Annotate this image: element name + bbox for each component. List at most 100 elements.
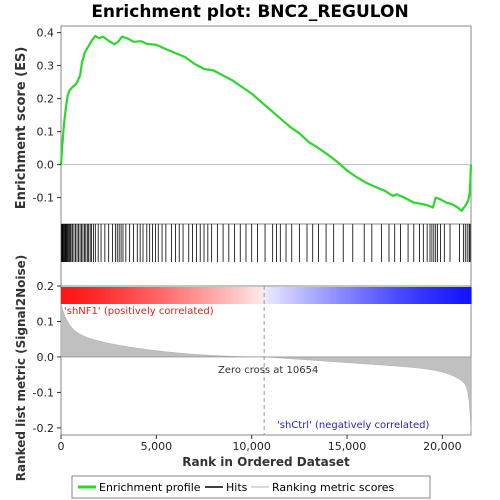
rank-bar-segment	[189, 287, 194, 304]
rank-bar-segment	[421, 287, 425, 304]
rank-bar-segment	[113, 287, 118, 304]
rank-bar-segment	[465, 287, 469, 304]
rank-bar-segment	[286, 287, 291, 304]
x-tick-label: 10,000	[232, 440, 271, 453]
metric-tick-label: 0.1	[37, 315, 55, 328]
rank-bar-segment	[61, 287, 65, 304]
rank-bar-segment	[87, 287, 91, 304]
negative-correlation-label: 'shCtrl' (negatively correlated)	[277, 420, 429, 431]
rank-bar-segment	[424, 287, 428, 304]
rank-bar-segment	[254, 287, 258, 304]
metric-layer	[60, 286, 472, 435]
x-axis-title: Rank in Ordered Dataset	[182, 455, 350, 469]
es-layer	[59, 34, 473, 212]
legend-label-metric: Ranking metric scores	[272, 481, 394, 494]
rank-bar-segment	[107, 287, 112, 304]
rank-bar-segment	[169, 287, 173, 304]
rank-bar-segment	[292, 287, 296, 304]
rank-bar-segment	[307, 287, 311, 304]
rank-bar-segment	[324, 287, 329, 304]
rank-bar-segment	[78, 287, 83, 304]
rank-bar-segment	[345, 287, 349, 304]
rank-bar-segment	[137, 287, 141, 304]
rank-bar-segment	[333, 287, 337, 304]
rank-bar-segment	[63, 287, 68, 304]
rank-bar-segment	[348, 287, 352, 304]
rank-bar-segment	[122, 287, 127, 304]
rank-bar-segment	[201, 287, 206, 304]
x-tick-label: 5,000	[141, 440, 173, 453]
rank-bar-segment	[195, 287, 200, 304]
rank-bar-segment	[154, 287, 159, 304]
es-panel-frame	[60, 25, 472, 225]
rank-bar-segment	[198, 287, 203, 304]
rank-bar-segment	[327, 287, 332, 304]
rank-bar-segment	[148, 287, 153, 304]
rank-bar-segment	[84, 287, 88, 304]
rank-bar-segment	[365, 287, 370, 304]
rank-bar-segment	[216, 287, 220, 304]
rank-bar-segment	[432, 287, 437, 304]
rank-bar-segment	[295, 287, 299, 304]
rank-bar-segment	[359, 287, 364, 304]
rank-bar-segment	[336, 287, 340, 304]
rank-bar-segment	[468, 287, 472, 304]
rank-bar-segment	[263, 287, 267, 304]
rank-bar-segment	[271, 287, 276, 304]
rank-bar-segment	[178, 287, 182, 304]
rank-bar-segment	[350, 287, 355, 304]
rank-bar-segment	[166, 287, 170, 304]
rank-bar-segment	[131, 287, 135, 304]
rank-bar-segment	[298, 287, 302, 304]
rank-bar-segment	[175, 287, 179, 304]
rank-bar-segment	[380, 287, 384, 304]
rank-bar-segment	[353, 287, 358, 304]
rank-bar-segment	[172, 287, 176, 304]
rank-bar-segment	[210, 287, 214, 304]
rank-bar-segment	[309, 287, 314, 304]
rank-bar-segment	[151, 287, 156, 304]
rank-bar-segment	[391, 287, 396, 304]
rank-bar-segment	[110, 287, 115, 304]
rank-bar-segment	[93, 287, 97, 304]
rank-bar-segment	[181, 287, 185, 304]
rank-bar-segment	[339, 287, 343, 304]
metric-tick-label: -0.1	[33, 386, 54, 399]
rank-bar-segment	[403, 287, 408, 304]
legend-label-hits: Hits	[226, 481, 248, 494]
rank-bar-segment	[213, 287, 217, 304]
rank-bar-segment	[330, 287, 334, 304]
rank-bar-segment	[233, 287, 238, 304]
legend-label-enrichment: Enrichment profile	[99, 481, 201, 494]
rank-bar-segment	[447, 287, 452, 304]
rank-bar-segment	[102, 287, 106, 304]
rank-bar-segment	[438, 287, 443, 304]
rank-bar-segment	[356, 287, 361, 304]
rank-bar-segment	[186, 287, 191, 304]
rank-bar-segment	[289, 287, 293, 304]
rank-bar-segment	[230, 287, 235, 304]
rank-bar-segment	[459, 287, 463, 304]
rank-bar-segment	[342, 287, 346, 304]
rank-bar-segment	[389, 287, 393, 304]
rank-bar-segment	[90, 287, 94, 304]
rank-bar-segment	[462, 287, 466, 304]
enrichment-profile-line	[59, 34, 473, 212]
rank-bar-segment	[312, 287, 317, 304]
rank-bar-segment	[386, 287, 390, 304]
metric-tick-label: 0.2	[37, 280, 55, 293]
rank-bar-segment	[225, 287, 229, 304]
rank-bar-segment	[140, 287, 144, 304]
rank-bar-segment	[69, 287, 74, 304]
rank-bar-segment	[412, 287, 416, 304]
rank-bar-segment	[301, 287, 305, 304]
rank-bar-segment	[371, 287, 375, 304]
rank-bar-segment	[75, 287, 80, 304]
rank-bar-segment	[368, 287, 373, 304]
rank-bar-segment	[222, 287, 226, 304]
rank-bar-segment	[72, 287, 77, 304]
es-tick-label: 0.2	[37, 93, 55, 106]
rank-bar-segment	[400, 287, 405, 304]
rank-bar-segment	[456, 287, 460, 304]
rank-bar-segment	[406, 287, 411, 304]
